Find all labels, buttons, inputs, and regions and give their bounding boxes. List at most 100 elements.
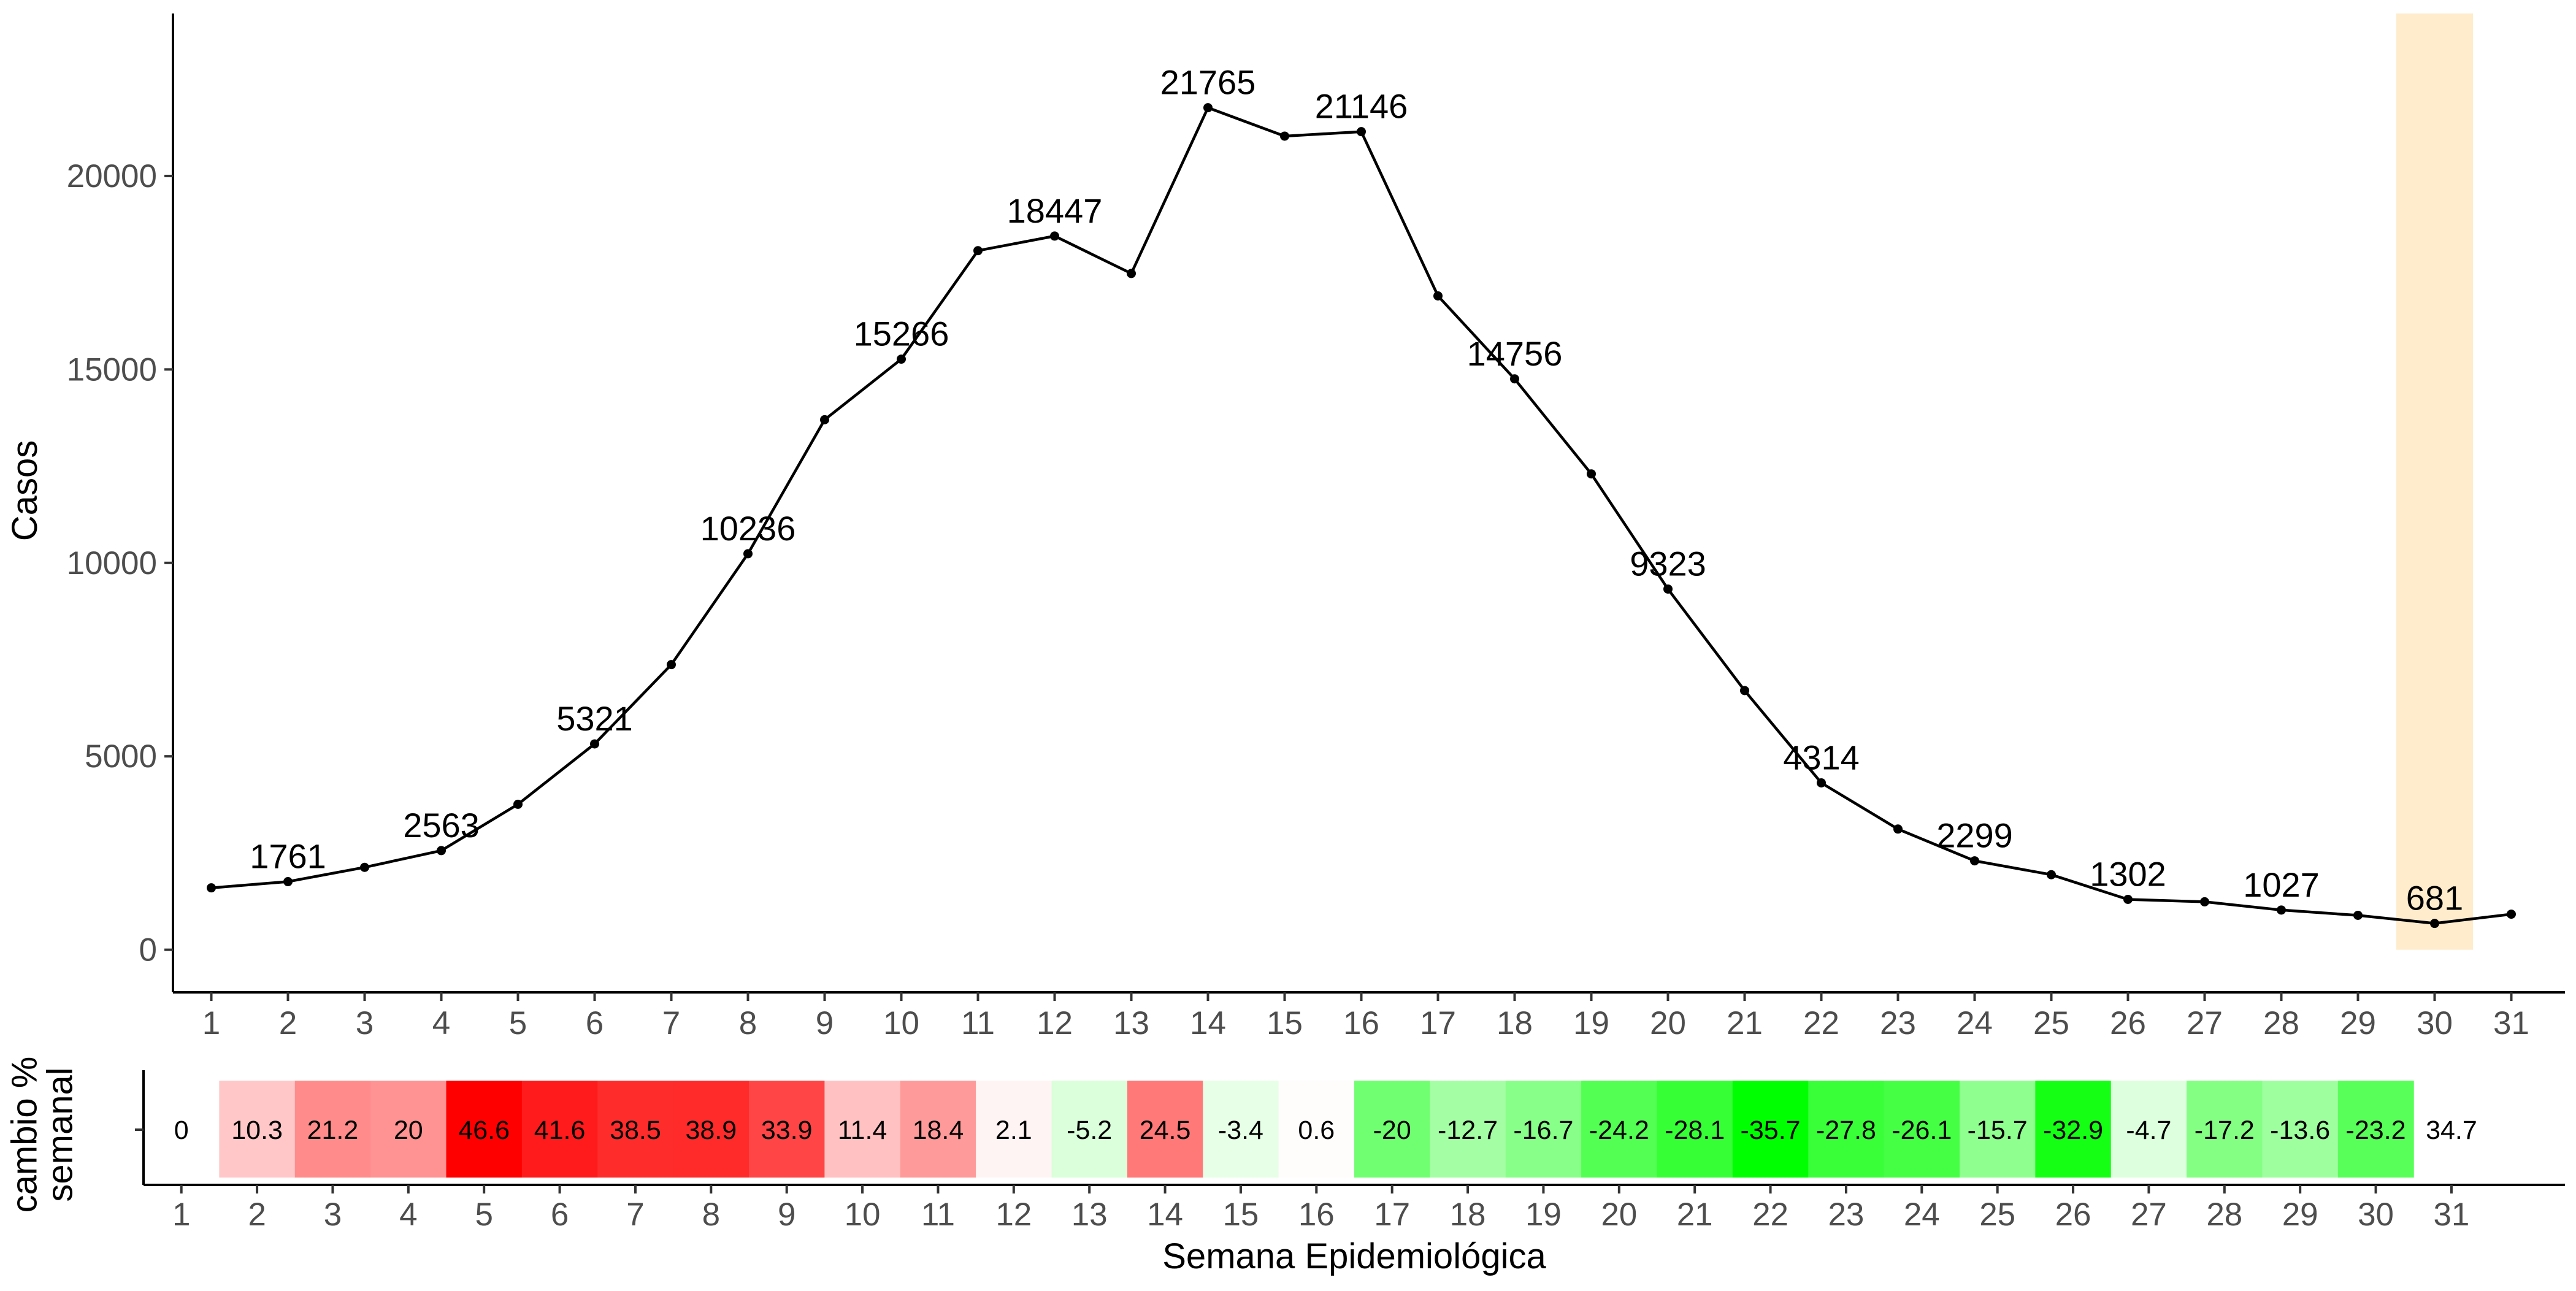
heatmap-cell xyxy=(2187,1081,2263,1178)
x-tick-label: 21 xyxy=(1727,1005,1763,1041)
y-tick-label: 20000 xyxy=(67,158,157,194)
data-point xyxy=(1970,856,1979,866)
heatmap-cell xyxy=(749,1081,825,1178)
point-label: 1761 xyxy=(250,837,326,876)
heatmap-value-label: 18.4 xyxy=(913,1116,964,1145)
heatmap-x-tick-label: 21 xyxy=(1677,1197,1713,1233)
heatmap-x-tick-label: 24 xyxy=(1904,1197,1940,1233)
heatmap-cell xyxy=(294,1081,371,1178)
data-point xyxy=(1587,469,1596,479)
point-label: 9323 xyxy=(1630,544,1706,583)
x-tick-label: 10 xyxy=(883,1005,919,1041)
heatmap-x-tick-label: 4 xyxy=(399,1197,417,1233)
heatmap-cell xyxy=(1505,1081,1582,1178)
heatmap-value-label: -32.9 xyxy=(2043,1116,2103,1145)
heatmap-cell xyxy=(1051,1081,1128,1178)
heatmap-cell xyxy=(673,1081,749,1178)
heatmap-value-label: 11.4 xyxy=(838,1116,887,1145)
heatmap-value-label: -12.7 xyxy=(1438,1116,1498,1145)
y-axis-title: Casos xyxy=(5,440,45,541)
heatmap-cell xyxy=(1960,1081,2036,1178)
x-axis-title: Semana Epidemiológica xyxy=(1162,1236,1546,1276)
heatmap-cell xyxy=(446,1081,523,1178)
heatmap-value-label: 24.5 xyxy=(1140,1116,1191,1145)
data-point xyxy=(2047,870,2056,879)
heatmap-y-title-line: cambio % xyxy=(4,1057,44,1213)
heatmap-x-tick-label: 28 xyxy=(2206,1197,2242,1233)
heatmap-x-tick-label: 26 xyxy=(2055,1197,2091,1233)
y-tick-label: 5000 xyxy=(85,738,157,775)
x-tick-label: 20 xyxy=(1650,1005,1686,1041)
point-label: 15266 xyxy=(854,315,949,353)
data-point xyxy=(1510,374,1519,384)
heatmap-cell xyxy=(2110,1081,2187,1178)
x-tick-label: 29 xyxy=(2340,1005,2376,1041)
data-point xyxy=(2353,910,2363,920)
x-tick-label: 17 xyxy=(1420,1005,1456,1041)
heatmap-value-label: -16.7 xyxy=(1513,1116,1573,1145)
data-point xyxy=(513,799,523,809)
heatmap-value-label: -28.1 xyxy=(1665,1116,1725,1145)
x-tick-label: 28 xyxy=(2263,1005,2299,1041)
data-point xyxy=(590,739,599,749)
x-tick-label: 6 xyxy=(586,1005,604,1041)
heatmap-value-label: -5.2 xyxy=(1067,1116,1112,1145)
heatmap-value-label: -27.8 xyxy=(1816,1116,1876,1145)
heatmap-x-tick-label: 20 xyxy=(1601,1197,1637,1233)
heatmap-x-tick-label: 10 xyxy=(845,1197,881,1233)
heatmap-cell xyxy=(597,1081,674,1178)
heatmap-x-tick-label: 18 xyxy=(1450,1197,1486,1233)
heatmap-cell xyxy=(1354,1081,1430,1178)
heatmap-value-label: 41.6 xyxy=(534,1116,586,1145)
data-point xyxy=(1050,231,1059,241)
data-point xyxy=(1893,824,1903,834)
heatmap-value-label: 10.3 xyxy=(231,1116,283,1145)
x-tick-label: 19 xyxy=(1573,1005,1609,1041)
x-tick-label: 16 xyxy=(1343,1005,1379,1041)
data-point xyxy=(1203,103,1213,113)
point-label: 21765 xyxy=(1160,63,1256,102)
data-point xyxy=(1280,131,1289,141)
data-point xyxy=(743,549,753,559)
x-tick-label: 18 xyxy=(1497,1005,1533,1041)
point-label: 2563 xyxy=(403,806,480,845)
heatmap-cell xyxy=(521,1081,598,1178)
heatmap-value-label: 34.7 xyxy=(2426,1116,2477,1145)
x-tick-label: 3 xyxy=(356,1005,374,1041)
heatmap-x-tick-label: 17 xyxy=(1374,1197,1410,1233)
x-tick-label: 31 xyxy=(2493,1005,2529,1041)
data-point xyxy=(2430,919,2439,929)
data-point xyxy=(2200,897,2209,906)
heatmap-value-label: -20 xyxy=(1373,1116,1411,1145)
heatmap-value-label: 46.6 xyxy=(458,1116,510,1145)
heatmap-x-tick-label: 31 xyxy=(2433,1197,2469,1233)
heatmap-x-tick-label: 11 xyxy=(921,1197,955,1233)
heatmap-value-label: -26.1 xyxy=(1892,1116,1952,1145)
heatmap-cell xyxy=(2262,1081,2339,1178)
point-label: 14756 xyxy=(1467,334,1563,373)
x-tick-label: 8 xyxy=(739,1005,757,1041)
heatmap-cell xyxy=(2035,1081,2112,1178)
heatmap-cell xyxy=(900,1081,976,1178)
point-label: 18447 xyxy=(1007,191,1103,230)
heatmap-value-label: 0.6 xyxy=(1298,1116,1335,1145)
heatmap-value-label: -3.4 xyxy=(1218,1116,1263,1145)
x-tick-label: 23 xyxy=(1880,1005,1916,1041)
x-tick-label: 22 xyxy=(1803,1005,1839,1041)
heatmap-cell xyxy=(219,1081,296,1178)
heatmap-value-label: -4.7 xyxy=(2126,1116,2171,1145)
heatmap-x-tick-label: 25 xyxy=(1979,1197,2015,1233)
heatmap-value-label: -15.7 xyxy=(1968,1116,2028,1145)
data-point xyxy=(360,862,369,872)
heatmap-x-tick-label: 1 xyxy=(172,1197,190,1233)
heatmap-value-label: 0 xyxy=(174,1116,189,1145)
heatmap-x-tick-label: 3 xyxy=(324,1197,342,1233)
heatmap-x-tick-label: 19 xyxy=(1525,1197,1562,1233)
heatmap-x-tick-label: 6 xyxy=(551,1197,569,1233)
x-tick-label: 25 xyxy=(2033,1005,2069,1041)
highlight-band xyxy=(2396,13,2473,950)
x-tick-label: 26 xyxy=(2110,1005,2146,1041)
point-label: 4314 xyxy=(1783,738,1860,776)
